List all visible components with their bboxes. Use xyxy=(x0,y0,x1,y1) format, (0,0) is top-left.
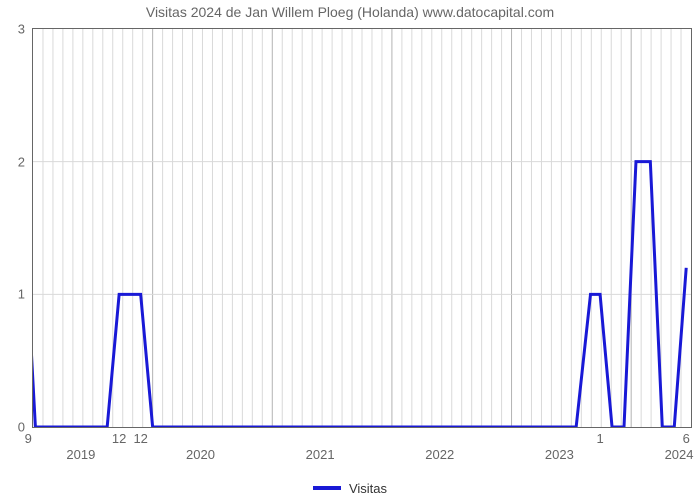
chart-container: Visitas 2024 de Jan Willem Ploeg (Holand… xyxy=(0,0,700,500)
x-year-label: 2023 xyxy=(545,427,574,462)
point-value-label: 9 xyxy=(25,427,32,446)
x-year-label: 2022 xyxy=(425,427,454,462)
x-year-label: 2019 xyxy=(66,427,95,462)
legend-swatch xyxy=(313,486,341,490)
y-tick-label: 1 xyxy=(18,287,33,302)
legend: Visitas xyxy=(0,478,700,496)
legend-label: Visitas xyxy=(349,481,387,496)
point-value-label: 1 xyxy=(596,427,603,446)
x-year-label: 2020 xyxy=(186,427,215,462)
y-tick-label: 3 xyxy=(18,22,33,37)
chart-title: Visitas 2024 de Jan Willem Ploeg (Holand… xyxy=(0,4,700,20)
point-value-label: 12 xyxy=(133,427,147,446)
point-value-label: 6 xyxy=(683,427,690,446)
point-value-label: 12 xyxy=(112,427,126,446)
legend-item-visitas: Visitas xyxy=(313,481,387,496)
y-tick-label: 2 xyxy=(18,154,33,169)
x-year-label: 2021 xyxy=(306,427,335,462)
plot-area: 01232019202020212022202320249121216 xyxy=(32,28,692,428)
